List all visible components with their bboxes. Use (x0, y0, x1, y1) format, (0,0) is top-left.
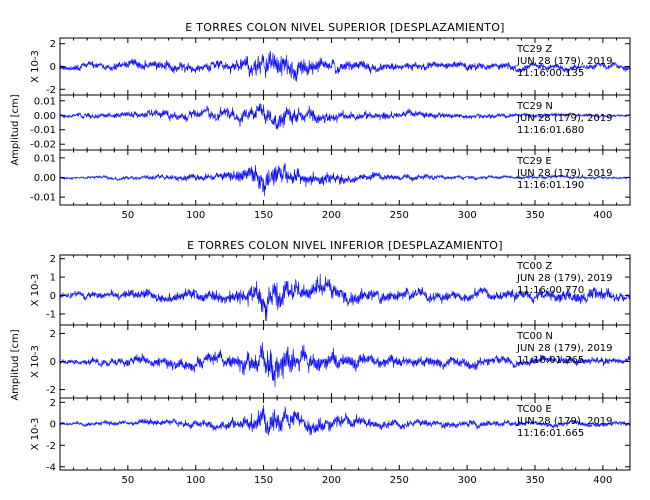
scale-label: X 10-3 (30, 274, 41, 307)
panel-annotation-line: TC00 Z (516, 261, 552, 272)
y-tick-label: -0.01 (30, 125, 56, 136)
panel-annotation-line: JUN 28 (179), 2019 (516, 273, 613, 284)
y-tick-label: -0.01 (30, 193, 56, 204)
panel-annotation-line: JUN 28 (179), 2019 (516, 416, 613, 427)
scale-label: X 10-3 (30, 418, 41, 451)
y-tick-label: 2 (50, 398, 56, 409)
panel-annotation-line: 11:16:01.190 (517, 180, 584, 191)
y-tick-label: 0.01 (34, 153, 56, 164)
x-tick-label: 400 (593, 210, 612, 221)
x-tick-label: 250 (390, 210, 409, 221)
panel-annotation-line: TC29 E (516, 156, 552, 167)
bottom-ylabel: Amplitud [cm] (10, 329, 21, 400)
x-tick-label: 150 (254, 210, 273, 221)
panel-annotation-line: TC00 E (516, 404, 552, 415)
y-tick-label: 1 (50, 273, 56, 284)
panel-annotation-line: 11:16:00.770 (517, 285, 584, 296)
panel-annotation-line: TC00 N (516, 331, 553, 342)
y-tick-label: -2 (46, 85, 56, 96)
y-tick-label: -2 (46, 385, 56, 396)
x-tick-label: 400 (593, 475, 612, 486)
y-tick-label: -4 (46, 462, 56, 473)
y-tick-label: 2 (50, 254, 56, 265)
panel-annotation-line: TC29 Z (516, 44, 552, 55)
x-tick-label: 150 (254, 475, 273, 486)
x-tick-label: 200 (322, 210, 341, 221)
y-tick-label: 0 (50, 357, 56, 368)
x-tick-label: 50 (121, 210, 134, 221)
panel-annotation-line: JUN 28 (179), 2019 (516, 168, 613, 179)
panel-annotation-line: JUN 28 (179), 2019 (516, 113, 613, 124)
y-tick-label: 0.00 (34, 111, 56, 122)
panel-annotation-line: TC29 N (516, 101, 553, 112)
y-tick-label: 0.00 (34, 173, 56, 184)
panel-annotation-line: 11:16:00.135 (517, 68, 584, 79)
panel-annotation-line: 11:16:01.680 (517, 125, 584, 136)
y-tick-label: -0.02 (30, 140, 56, 151)
series-line-tc29-z (59, 50, 631, 82)
y-tick-label: -2 (46, 441, 56, 452)
top-ylabel: Amplitud [cm] (10, 94, 21, 165)
top-title: E TORRES COLON NIVEL SUPERIOR [DESPLAZAM… (185, 21, 505, 34)
panel-annotation-line: 11:16:01.665 (517, 428, 584, 439)
x-tick-label: 200 (322, 475, 341, 486)
x-tick-label: 100 (186, 475, 205, 486)
series-line-tc00-e (59, 404, 630, 436)
x-tick-label: 100 (186, 210, 205, 221)
x-tick-label: 300 (458, 475, 477, 486)
x-tick-label: 300 (458, 210, 477, 221)
x-tick-label: 50 (121, 475, 134, 486)
x-tick-label: 350 (525, 475, 544, 486)
panel-annotation-line: 11:16:01.265 (517, 355, 584, 366)
y-tick-label: 0.01 (34, 96, 56, 107)
series-line-tc00-z (59, 273, 631, 322)
y-tick-label: 0 (50, 291, 56, 302)
scale-label: X 10-3 (30, 345, 41, 378)
series-line-tc29-e (60, 162, 631, 197)
series-line-tc29-n (59, 103, 631, 130)
x-tick-label: 250 (390, 475, 409, 486)
x-tick-label: 350 (525, 210, 544, 221)
y-tick-label: 0 (50, 62, 56, 73)
series-line-tc00-n (60, 342, 631, 388)
bottom-title: E TORRES COLON NIVEL INFERIOR [DESPLAZAM… (187, 239, 503, 252)
panel-annotation-line: JUN 28 (179), 2019 (516, 56, 613, 67)
y-tick-label: -1 (46, 309, 56, 320)
scale-label: X 10-3 (30, 50, 41, 83)
y-tick-label: 2 (50, 329, 56, 340)
y-tick-label: 0 (50, 419, 56, 430)
panel-annotation-line: JUN 28 (179), 2019 (516, 343, 613, 354)
y-tick-label: 2 (50, 39, 56, 50)
